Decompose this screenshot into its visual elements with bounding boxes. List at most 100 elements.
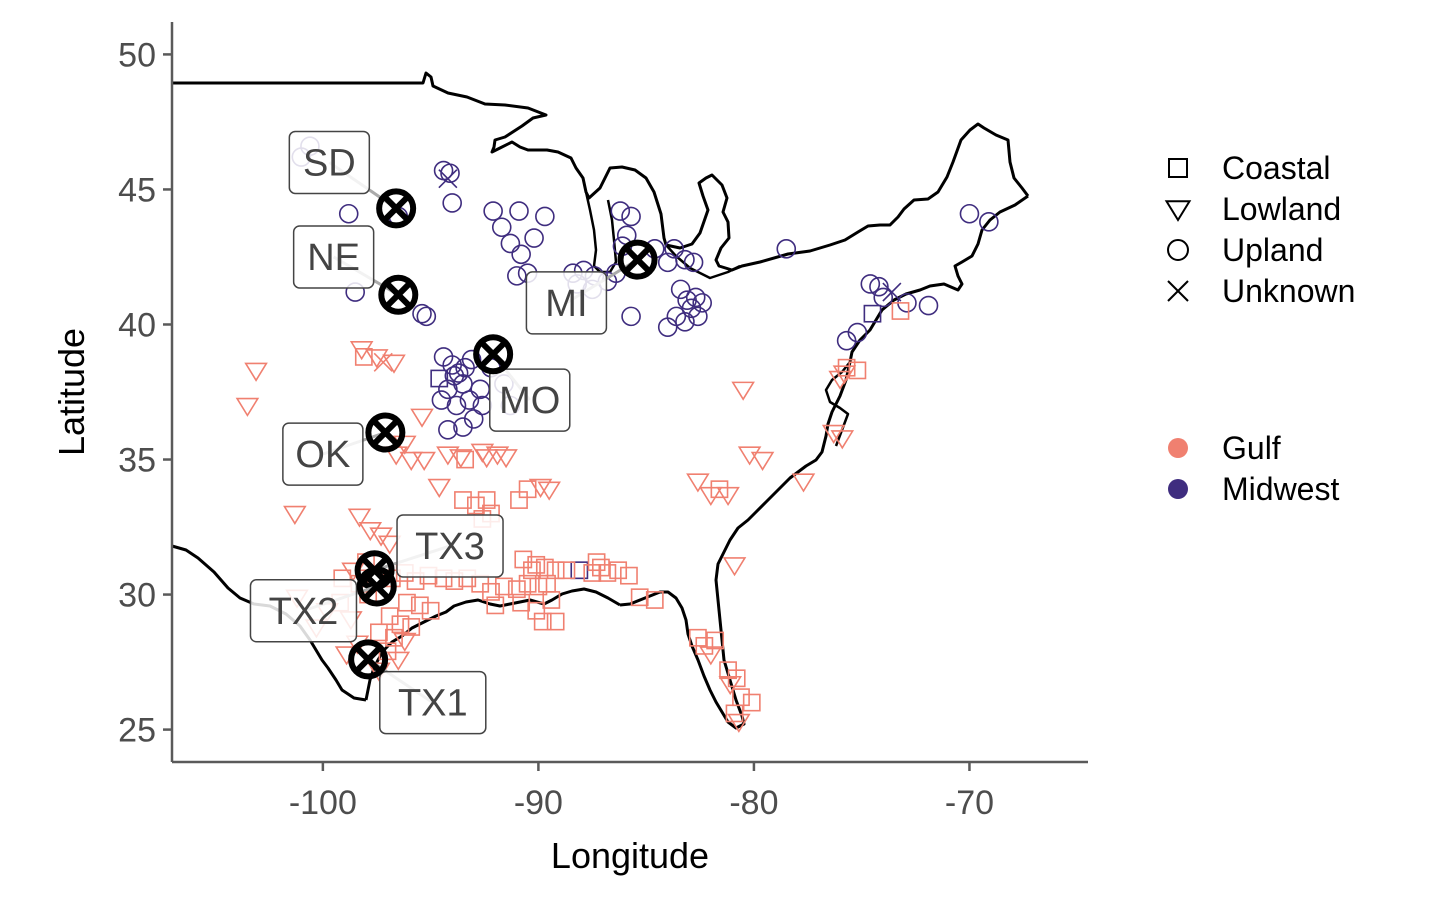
data-point <box>727 713 751 733</box>
data-point <box>500 233 521 254</box>
site-tx2: TX2 <box>249 566 397 643</box>
y-tick-label: 30 <box>118 577 156 615</box>
data-point <box>412 451 436 471</box>
data-point <box>399 451 424 471</box>
x-ticks: -100 -90 -80 -70 <box>289 762 994 822</box>
data-point <box>959 203 980 224</box>
data-point <box>416 306 437 327</box>
legend-shape-entry: Lowland <box>1164 191 1341 227</box>
data-point <box>592 558 610 577</box>
site-tx3: TX3 <box>354 514 504 591</box>
data-point <box>863 304 882 323</box>
y-tick-label: 40 <box>118 306 156 344</box>
data-point <box>482 582 500 601</box>
data-point <box>494 449 518 469</box>
data-point <box>410 596 429 615</box>
data-point <box>454 491 472 509</box>
legend-color: Gulf Midwest <box>1168 430 1339 507</box>
data-point <box>699 646 723 666</box>
data-point <box>456 450 475 469</box>
legend-color-key <box>1168 479 1188 499</box>
data-point <box>528 478 553 498</box>
data-point <box>514 550 533 569</box>
data-point <box>742 693 761 712</box>
lake-erie-shore <box>665 244 741 280</box>
data-point <box>706 631 725 650</box>
y-tick-label: 50 <box>118 36 156 74</box>
data-point <box>370 623 388 642</box>
data-point <box>507 266 527 286</box>
data-point <box>474 449 499 469</box>
data-point <box>675 249 695 270</box>
canada-border-line <box>172 71 1030 272</box>
data-point <box>683 252 704 273</box>
site-marker <box>348 639 389 680</box>
data-point <box>470 443 495 463</box>
data-point <box>621 306 641 327</box>
gulf-coast-line <box>364 587 621 701</box>
data-point <box>354 347 373 366</box>
data-point <box>546 561 565 580</box>
data-point <box>670 279 691 300</box>
site-label-box <box>379 670 487 735</box>
data-point <box>848 361 867 380</box>
data-point <box>412 303 432 324</box>
site-label: TX1 <box>398 683 468 725</box>
us-outline <box>171 71 1030 730</box>
data-point <box>918 295 939 316</box>
data-point <box>610 201 631 221</box>
legend-shape-label: Upland <box>1222 232 1323 268</box>
data-point <box>448 363 469 383</box>
data-point <box>836 330 857 351</box>
y-tick-label: 25 <box>118 712 156 750</box>
data-point <box>688 628 707 647</box>
data-point <box>491 217 512 238</box>
legend-shape-key <box>1168 158 1188 178</box>
data-point <box>449 449 473 469</box>
legend-color-label: Gulf <box>1222 430 1281 466</box>
data-point <box>461 349 482 370</box>
sites-layer: SD NE MI MO OK TX3 TX2 TX1 <box>249 130 658 735</box>
x-tick-label: -90 <box>514 784 563 822</box>
data-point <box>509 201 529 221</box>
site-label: SD <box>303 142 356 184</box>
legend-shape-label: Unknown <box>1222 273 1355 309</box>
legend-color-entry: Gulf <box>1168 430 1281 466</box>
site-label: TX3 <box>415 526 485 568</box>
y-axis-title: Latitude <box>51 328 92 456</box>
data-point <box>358 522 383 542</box>
data-point <box>283 505 307 525</box>
site-label-box <box>249 579 358 643</box>
legend-shape-key <box>1167 239 1189 261</box>
data-point <box>244 362 268 382</box>
lake-michigan-shore <box>584 191 618 274</box>
data-point <box>716 486 740 507</box>
y-ticks: 25 30 35 40 45 50 <box>118 36 172 750</box>
legend-shape-label: Coastal <box>1222 150 1331 186</box>
data-point <box>442 193 462 213</box>
atlantic-coast-line <box>619 194 1029 730</box>
data-point <box>821 424 846 444</box>
data-point <box>546 612 565 631</box>
data-point <box>483 201 503 221</box>
legend-shape-key <box>1164 200 1192 222</box>
data-point <box>431 390 452 410</box>
data-point <box>402 618 421 636</box>
axes: 25 30 35 40 45 50 -100 -90 -80 -70 Longitude Lat… <box>51 22 1088 876</box>
data-point <box>477 491 496 509</box>
data-point <box>873 287 894 308</box>
data-point <box>459 390 480 410</box>
data-point <box>731 381 755 401</box>
data-point <box>860 274 881 294</box>
data-point <box>979 212 999 232</box>
legend-shape-label: Lowland <box>1222 191 1341 227</box>
site-label-box <box>489 368 571 432</box>
data-point <box>524 228 544 248</box>
x-tick-label: -70 <box>945 784 994 822</box>
data-point <box>533 612 552 631</box>
series-gulf <box>235 302 910 733</box>
data-point <box>675 311 695 332</box>
data-point <box>511 244 531 265</box>
data-point <box>685 287 706 308</box>
site-ok: OK <box>282 412 406 486</box>
